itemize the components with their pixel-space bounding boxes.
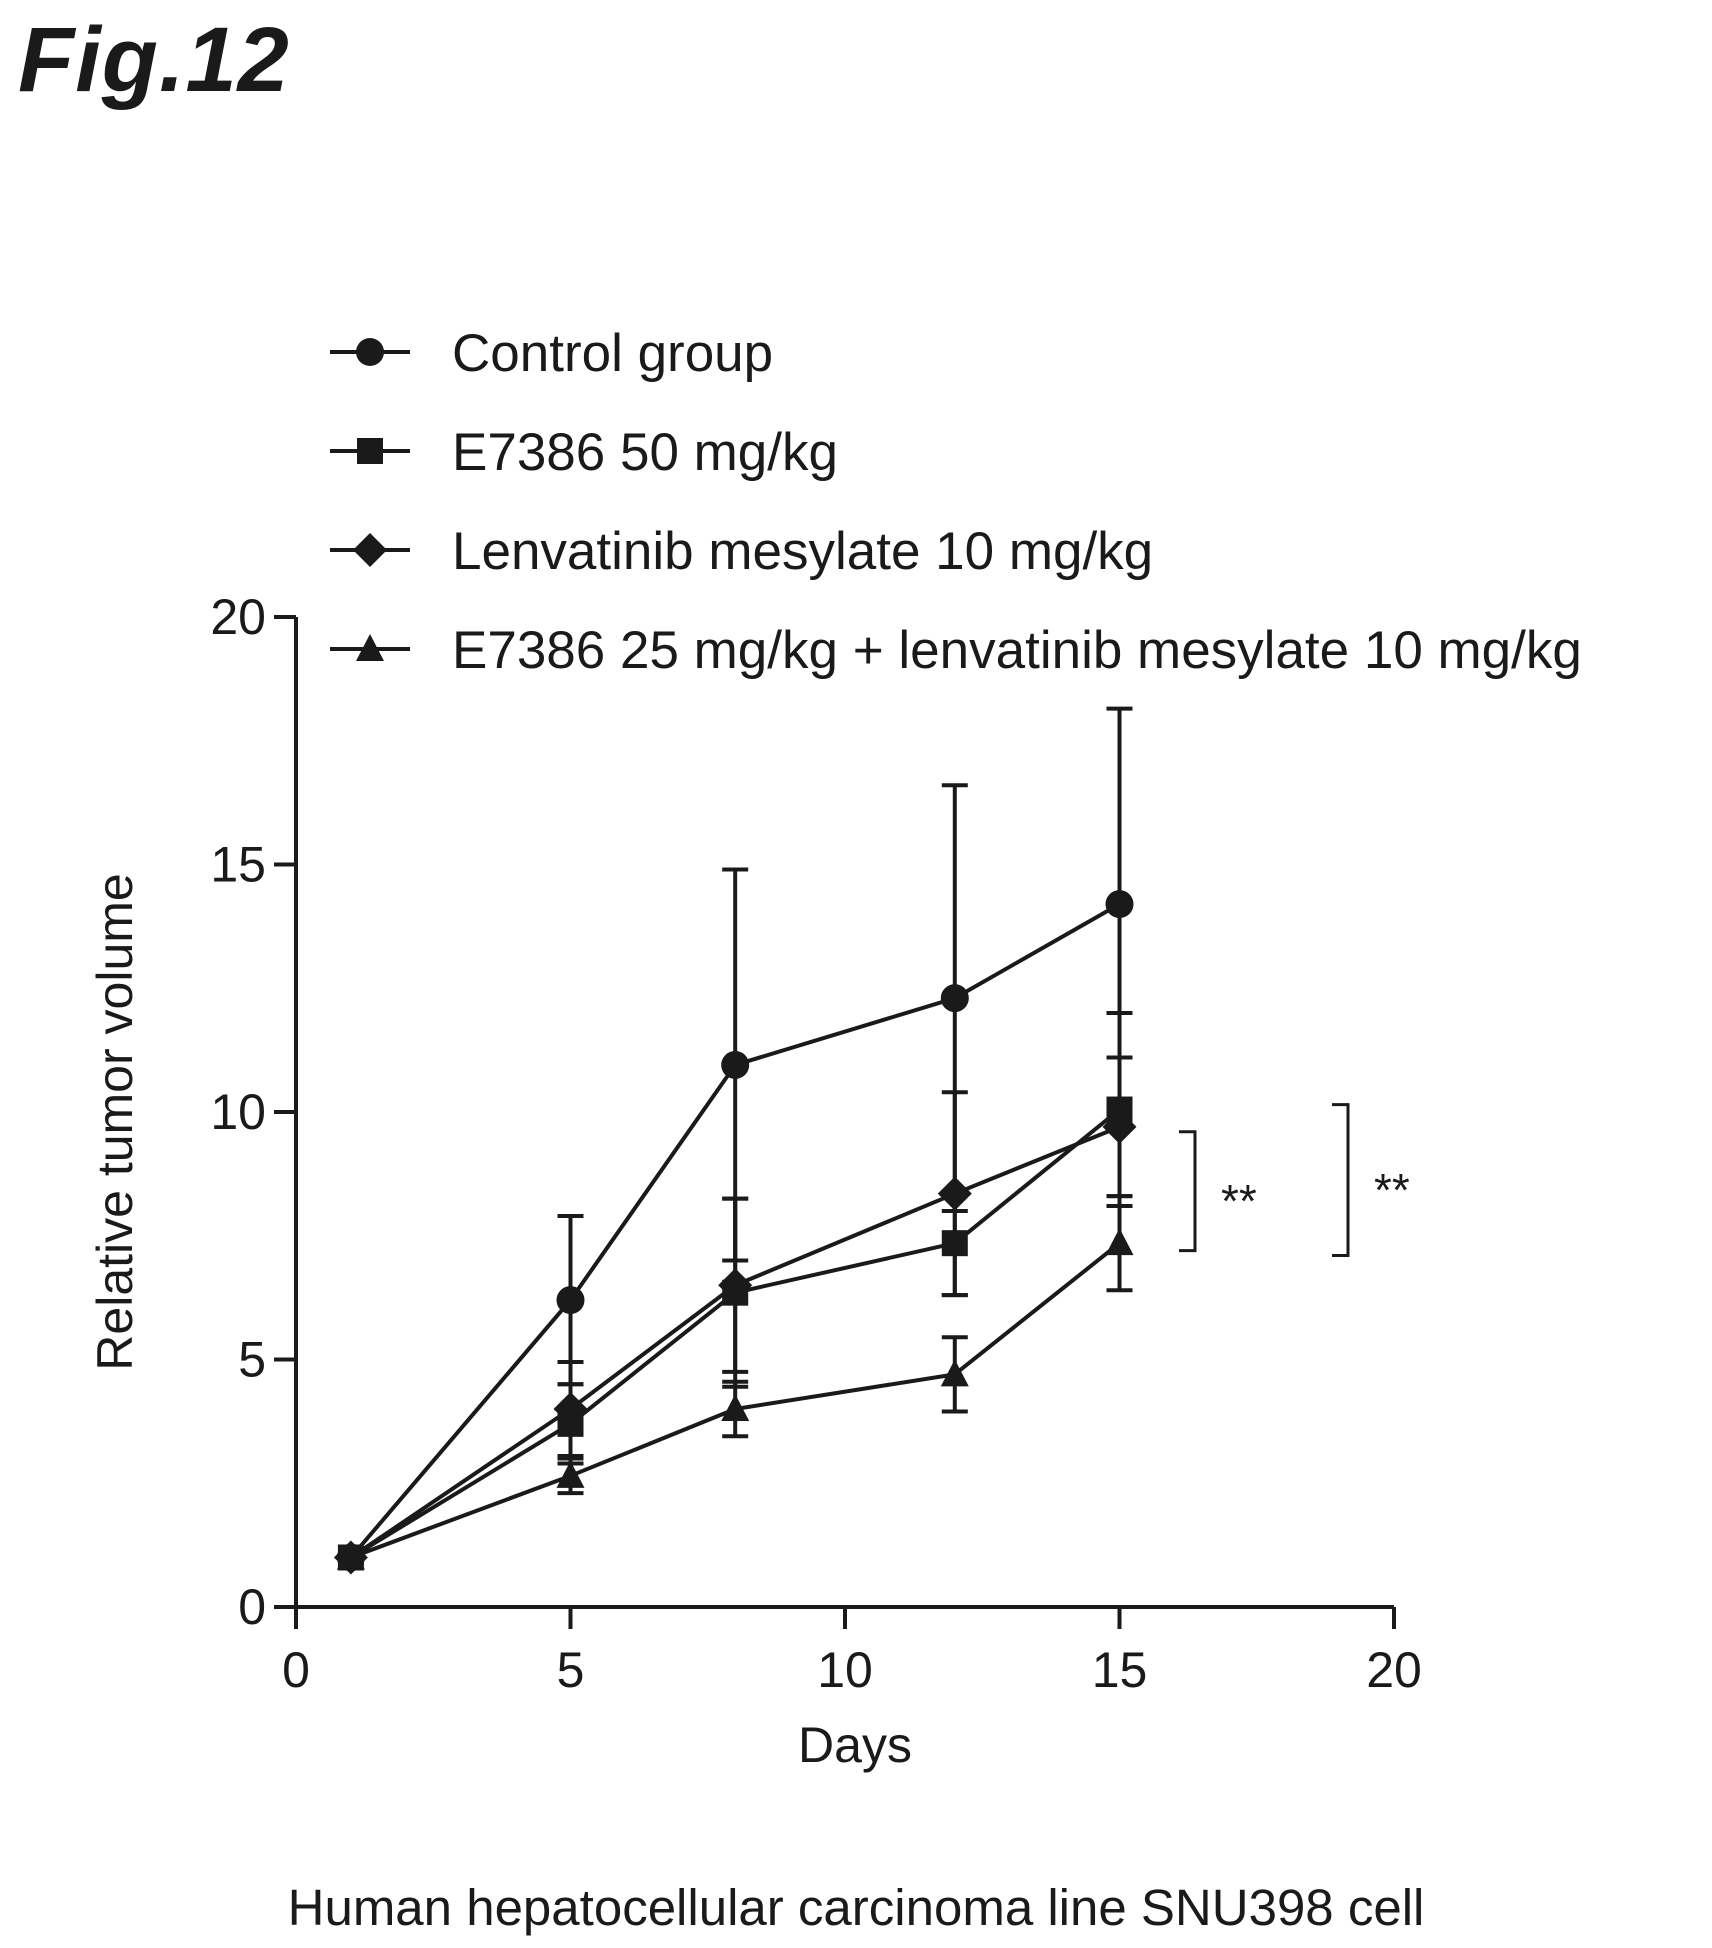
x-tick-label: 0 — [282, 1642, 310, 1698]
legend-marker — [356, 634, 384, 661]
series-triangle — [336, 1194, 1134, 1570]
data-point — [1105, 890, 1134, 919]
data-point — [1102, 1109, 1137, 1144]
data-point — [940, 1359, 969, 1387]
significance-bracket: ** — [1332, 1103, 1410, 1258]
x-tick-label: 20 — [1366, 1642, 1422, 1698]
chart-annotations: ** ** — [1179, 1103, 1410, 1258]
data-point — [721, 1050, 750, 1079]
series-diamond — [333, 1055, 1137, 1575]
figure-label: Fig.12 — [18, 9, 290, 111]
legend-entry: Control group — [330, 324, 773, 383]
bracket-line — [1332, 1103, 1350, 1258]
x-tick-label: 15 — [1092, 1642, 1148, 1698]
data-point — [1105, 1228, 1134, 1256]
data-point — [718, 1268, 753, 1303]
data-point — [336, 1542, 365, 1570]
significance-bracket: ** — [1179, 1130, 1257, 1253]
legend-label: E7386 50 mg/kg — [452, 423, 838, 482]
y-tick-label: 0 — [238, 1579, 266, 1635]
chart-axes: 0 5 10 15 20 0 5 10 15 20 Days Relative tumor volum… — [87, 589, 1422, 1773]
series-circle — [336, 706, 1134, 1572]
legend-entry: Lenvatinib mesylate 10 mg/kg — [330, 522, 1153, 581]
legend-marker — [356, 338, 384, 366]
bracket-line — [1179, 1130, 1197, 1253]
data-point — [553, 1392, 588, 1426]
x-axis-title: Days — [798, 1717, 912, 1773]
legend-marker — [357, 438, 383, 464]
legend-label: E7386 25 mg/kg + lenvatinib mesylate 10 … — [452, 621, 1582, 680]
data-point — [556, 1460, 585, 1488]
data-point — [937, 1176, 972, 1211]
x-tick-label: 5 — [557, 1642, 585, 1698]
legend-label: Control group — [452, 324, 773, 383]
significance-label: ** — [1221, 1175, 1257, 1227]
y-tick-label: 20 — [210, 589, 266, 645]
data-point — [940, 984, 969, 1013]
data-point — [721, 1394, 750, 1421]
legend-label: Lenvatinib mesylate 10 mg/kg — [452, 522, 1153, 581]
chart-legend: Control group E7386 50 mg/kg Lenvatinib me… — [330, 324, 1582, 680]
y-tick-label: 10 — [210, 1084, 266, 1140]
legend-entry: E7386 50 mg/kg — [330, 423, 838, 482]
x-tick-label: 10 — [817, 1642, 873, 1698]
legend-entry: E7386 25 mg/kg + lenvatinib mesylate 10 … — [330, 621, 1582, 680]
data-point — [556, 1286, 585, 1315]
y-tick-label: 15 — [210, 837, 266, 893]
significance-label: ** — [1374, 1164, 1410, 1216]
y-tick-label: 5 — [238, 1332, 266, 1388]
legend-marker — [353, 533, 387, 567]
figure-caption: Human hepatocellular carcinoma line SNU3… — [287, 1879, 1425, 1936]
y-axis-title: Relative tumor volume — [87, 873, 143, 1370]
chart-series — [333, 706, 1137, 1575]
